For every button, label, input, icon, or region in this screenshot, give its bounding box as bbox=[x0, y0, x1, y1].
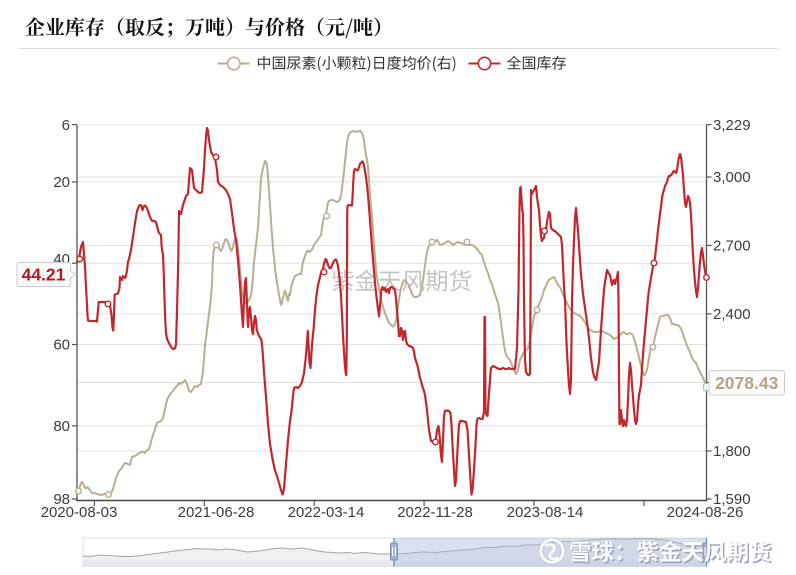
svg-text:2021-06-28: 2021-06-28 bbox=[178, 504, 255, 521]
svg-text:1,590: 1,590 bbox=[713, 491, 751, 508]
svg-text:44.21: 44.21 bbox=[22, 265, 66, 285]
svg-text:20: 20 bbox=[53, 174, 70, 191]
svg-text:98: 98 bbox=[53, 491, 70, 508]
svg-text:60: 60 bbox=[53, 337, 70, 354]
svg-text:80: 80 bbox=[53, 418, 70, 435]
svg-text:2024-08-26: 2024-08-26 bbox=[667, 504, 744, 521]
svg-text:1,800: 1,800 bbox=[713, 443, 751, 460]
svg-text:3,000: 3,000 bbox=[713, 169, 751, 186]
svg-text:2020-08-03: 2020-08-03 bbox=[41, 504, 118, 521]
svg-text:2078.43: 2078.43 bbox=[715, 373, 779, 393]
svg-text:2022-11-28: 2022-11-28 bbox=[397, 504, 473, 521]
svg-text:3,229: 3,229 bbox=[713, 117, 751, 134]
svg-text:2023-08-14: 2023-08-14 bbox=[507, 504, 584, 521]
svg-text:6: 6 bbox=[62, 117, 70, 134]
svg-text:2022-03-14: 2022-03-14 bbox=[288, 504, 365, 521]
svg-text:2,400: 2,400 bbox=[713, 306, 751, 323]
svg-text:2,700: 2,700 bbox=[713, 238, 751, 255]
